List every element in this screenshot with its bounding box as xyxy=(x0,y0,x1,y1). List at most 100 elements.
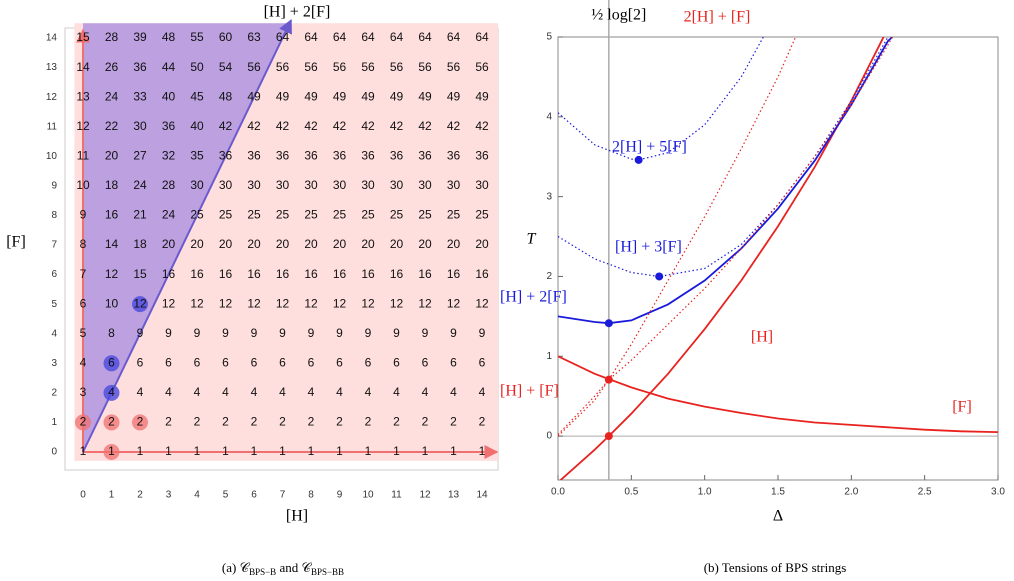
x-tick-label: 14 xyxy=(476,490,488,501)
cell-value: 15 xyxy=(133,267,147,281)
curve xyxy=(559,37,885,480)
cell-value: 12 xyxy=(162,296,176,310)
cell-value: 36 xyxy=(133,60,147,74)
y-tick-label: 13 xyxy=(46,62,58,73)
cell-value: 2 xyxy=(393,415,400,429)
cell-value: 56 xyxy=(361,60,375,74)
highlight-red xyxy=(103,444,120,460)
cell-value: 9 xyxy=(165,326,172,340)
cell-value: 1 xyxy=(165,444,172,458)
curve-label: [H] + 2[F] xyxy=(500,289,567,306)
cell-value: 30 xyxy=(276,178,290,192)
x-tick-label: 2 xyxy=(137,490,143,501)
cell-value: 20 xyxy=(390,237,404,251)
cell-value: 16 xyxy=(276,267,290,281)
cell-value: 20 xyxy=(105,148,119,162)
cell-value: 36 xyxy=(247,148,261,162)
cell-value: 18 xyxy=(105,178,119,192)
point xyxy=(604,319,613,328)
cell-value: 64 xyxy=(418,30,432,44)
cell-value: 12 xyxy=(76,119,90,133)
cell-value: 24 xyxy=(105,89,119,103)
highlight-red xyxy=(132,414,148,431)
cell-value: 2 xyxy=(108,415,115,429)
cell-value: 56 xyxy=(475,60,489,74)
cell-value: 14 xyxy=(105,237,119,251)
cell-value: 12 xyxy=(447,296,461,310)
cell-value: 30 xyxy=(133,119,147,133)
cell-value: 6 xyxy=(308,355,315,369)
x-axis-label: Δ xyxy=(773,508,783,525)
x-tick-label: 2.0 xyxy=(844,487,858,498)
y-tick-label: 9 xyxy=(51,181,57,192)
caption-part: 𝒞 xyxy=(240,560,251,575)
cell-value: 2 xyxy=(365,415,372,429)
cell-value: 13 xyxy=(76,89,90,103)
cell-value: 42 xyxy=(276,119,290,133)
cell-value: 1 xyxy=(479,444,486,458)
cell-value: 1 xyxy=(137,444,144,458)
y-tick-label: 3 xyxy=(546,191,552,202)
cell-value: 9 xyxy=(222,326,229,340)
cell-value: 45 xyxy=(190,89,204,103)
cell-value: 4 xyxy=(393,385,400,399)
cell-value: 42 xyxy=(304,119,318,133)
cell-value: 56 xyxy=(447,60,461,74)
cell-value: 12 xyxy=(105,267,119,281)
highlight-red xyxy=(75,414,91,431)
cell-value: 20 xyxy=(162,237,176,251)
cell-value: 8 xyxy=(108,326,115,340)
cell-value: 56 xyxy=(247,60,261,74)
cell-value: 12 xyxy=(390,296,404,310)
cell-value: 16 xyxy=(247,267,261,281)
cell-value: 2 xyxy=(450,415,457,429)
cell-value: 2 xyxy=(251,415,258,429)
grid-title: [H] + 2[F] xyxy=(264,4,331,21)
cell-value: 12 xyxy=(361,296,375,310)
y-tick-label: 7 xyxy=(51,240,57,251)
cell-value: 39 xyxy=(133,30,147,44)
cell-value: 2 xyxy=(194,415,201,429)
cell-value: 26 xyxy=(105,60,119,74)
cell-value: 49 xyxy=(247,89,261,103)
cell-value: 20 xyxy=(304,237,318,251)
x-tick-label: 13 xyxy=(448,490,460,501)
cell-value: 16 xyxy=(361,267,375,281)
cell-value: 4 xyxy=(251,385,258,399)
cell-value: 9 xyxy=(80,208,87,222)
cell-value: 12 xyxy=(475,296,489,310)
cell-value: 12 xyxy=(190,296,204,310)
cell-value: 2 xyxy=(479,415,486,429)
cell-value: 36 xyxy=(390,148,404,162)
cell-value: 25 xyxy=(276,208,290,222)
cell-value: 1 xyxy=(222,444,229,458)
y-tick-label: 4 xyxy=(546,111,552,122)
cell-value: 50 xyxy=(190,60,204,74)
cell-value: 9 xyxy=(137,326,144,340)
cell-value: 28 xyxy=(105,30,119,44)
cell-value: 14 xyxy=(76,60,90,74)
x-tick-label: 9 xyxy=(337,490,343,501)
y-tick-label: 1 xyxy=(51,417,57,428)
y-tick-label: 10 xyxy=(46,151,58,162)
cell-value: 60 xyxy=(219,30,233,44)
cell-value: 9 xyxy=(279,326,286,340)
cell-value: 9 xyxy=(393,326,400,340)
cell-value: 12 xyxy=(304,296,318,310)
cell-value: 30 xyxy=(390,178,404,192)
cell-value: 48 xyxy=(219,89,233,103)
cell-value: 49 xyxy=(418,89,432,103)
cell-value: 20 xyxy=(475,237,489,251)
cell-value: 2 xyxy=(80,415,87,429)
cell-value: 4 xyxy=(279,385,286,399)
caption-part: BPS−B xyxy=(249,567,276,577)
cell-value: 64 xyxy=(333,30,347,44)
cell-value: 4 xyxy=(336,385,343,399)
cell-value: 44 xyxy=(162,60,176,74)
curve-label: [H] xyxy=(751,329,773,346)
boundary-arrow xyxy=(82,19,292,453)
y-tick-label: 1 xyxy=(546,351,552,362)
caption-part: 𝒞 xyxy=(301,560,312,575)
cell-value: 6 xyxy=(365,355,372,369)
highlight-blue xyxy=(103,384,120,401)
